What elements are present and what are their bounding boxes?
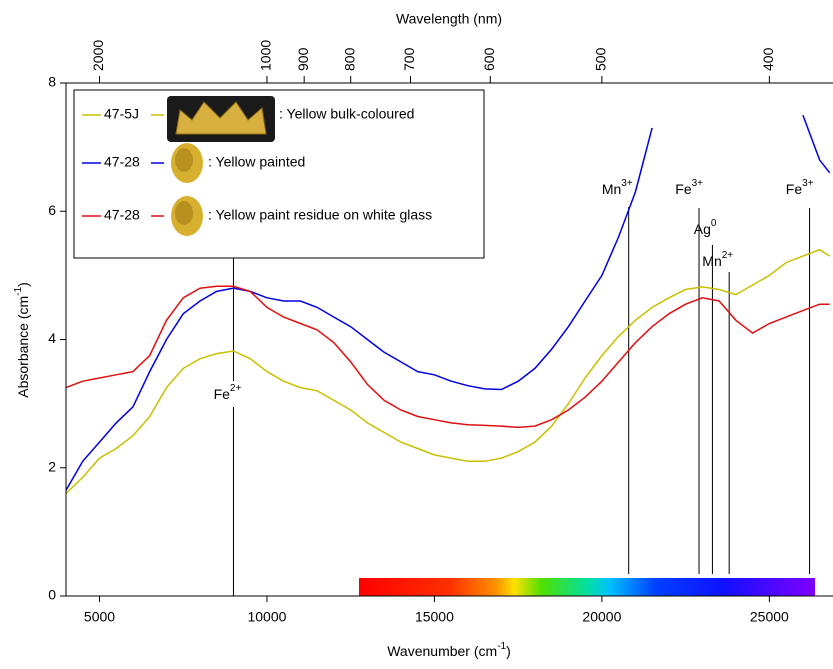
annotation-text: Ag <box>694 221 711 237</box>
annotation-text: Fe <box>214 386 231 402</box>
legend-label: 47-28 <box>104 154 140 170</box>
annotation-text: Mn <box>702 253 721 269</box>
x2-tick-label: 600 <box>481 47 497 71</box>
x-axis-title: Wavenumber (cm-1) <box>387 641 511 659</box>
x-tick-label: 15000 <box>415 609 454 625</box>
x2-tick-label: 500 <box>593 47 609 71</box>
annotation-sup: 2+ <box>722 250 734 261</box>
y-axis-title: Absorbance (cm-1) <box>13 282 31 398</box>
annotation-text: Fe <box>786 181 803 197</box>
x-axis-title-end: ) <box>506 643 511 659</box>
y-tick-label: 2 <box>48 458 56 474</box>
x2-tick-label: 800 <box>341 47 357 71</box>
annotation-sup: 3+ <box>692 178 704 189</box>
series-line <box>65 114 831 491</box>
x-tick-label: 25000 <box>750 609 789 625</box>
annotation-text: Fe <box>675 181 692 197</box>
y-tick-label: 4 <box>48 330 56 346</box>
x2-tick-label: 1000 <box>258 40 274 71</box>
x-tick-label: 5000 <box>84 609 115 625</box>
annotation-sup: 0 <box>711 218 717 229</box>
head-icon <box>171 143 203 183</box>
annotation-sup: 3+ <box>621 178 633 189</box>
y-axis-title-end: ) <box>15 282 31 287</box>
y-tick-label: 8 <box>48 74 56 90</box>
spectrum-bar <box>359 578 815 596</box>
legend-description: : Yellow paint residue on white glass <box>208 207 432 223</box>
crown-icon <box>167 96 275 142</box>
x-axis-title-main: Wavenumber (cm <box>387 643 497 659</box>
series-line <box>65 248 831 494</box>
legend-description: : Yellow painted <box>208 154 305 170</box>
legend: 47-5J : Yellow bulk-coloured 47-28 : Yellow… <box>73 89 485 259</box>
legend-label: 47-5J <box>104 106 139 122</box>
x-tick-label: 10000 <box>247 609 286 625</box>
legend-description: : Yellow bulk-coloured <box>279 106 414 122</box>
legend-label: 47-28 <box>104 207 140 223</box>
x-tick-label: 20000 <box>582 609 621 625</box>
y-axis-title-sup: -1 <box>13 286 24 295</box>
x2-tick-label: 900 <box>295 47 311 71</box>
annotation-label: Fe2+ <box>214 383 242 402</box>
annotation-label: Mn3+ <box>602 178 633 197</box>
head-icon <box>171 196 203 236</box>
annotation-label: Mn2+ <box>702 250 733 269</box>
x2-axis-title: Wavelength (nm) <box>396 11 502 27</box>
annotation-label: Ag0 <box>694 218 717 237</box>
y-tick-label: 0 <box>48 587 56 603</box>
annotation-label: Fe3+ <box>675 178 703 197</box>
y-tick-label: 6 <box>48 202 56 218</box>
x2-tick-label: 700 <box>401 47 417 71</box>
annotation-sup: 3+ <box>802 178 814 189</box>
x-axis-title-sup: -1 <box>497 641 506 652</box>
annotation-label: Fe3+ <box>786 178 814 197</box>
x2-tick-label: 400 <box>760 47 776 71</box>
y-axis-title-main: Absorbance (cm <box>15 296 31 398</box>
x2-tick-label: 2000 <box>90 40 106 71</box>
legend-box <box>73 89 485 259</box>
series-line <box>65 285 830 429</box>
annotation-sup: 2+ <box>230 383 242 394</box>
annotation-text: Mn <box>602 181 621 197</box>
